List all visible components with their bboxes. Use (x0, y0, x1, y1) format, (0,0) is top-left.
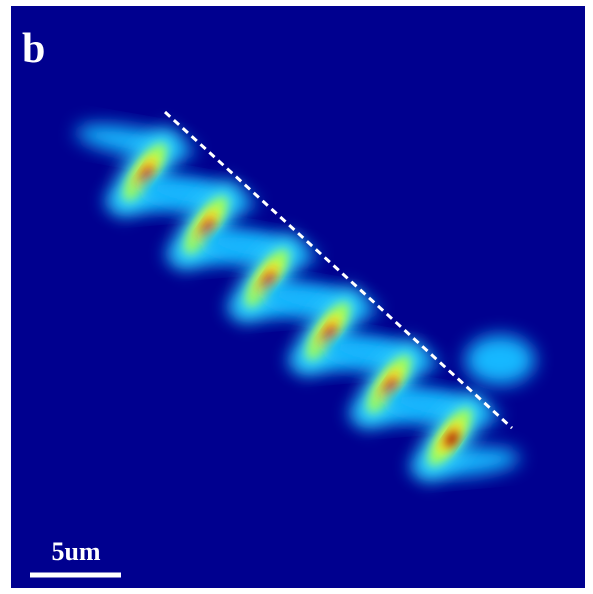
blob (445, 431, 459, 447)
blob (384, 378, 398, 394)
scale-bar-label: 5um (51, 537, 100, 566)
dashed-line (163, 110, 514, 430)
panel-label: b (22, 26, 45, 72)
blob (465, 335, 535, 385)
blob (140, 166, 154, 182)
blob (262, 272, 276, 288)
intensity-pattern (75, 124, 535, 480)
blob (323, 325, 337, 341)
blob (201, 219, 215, 235)
